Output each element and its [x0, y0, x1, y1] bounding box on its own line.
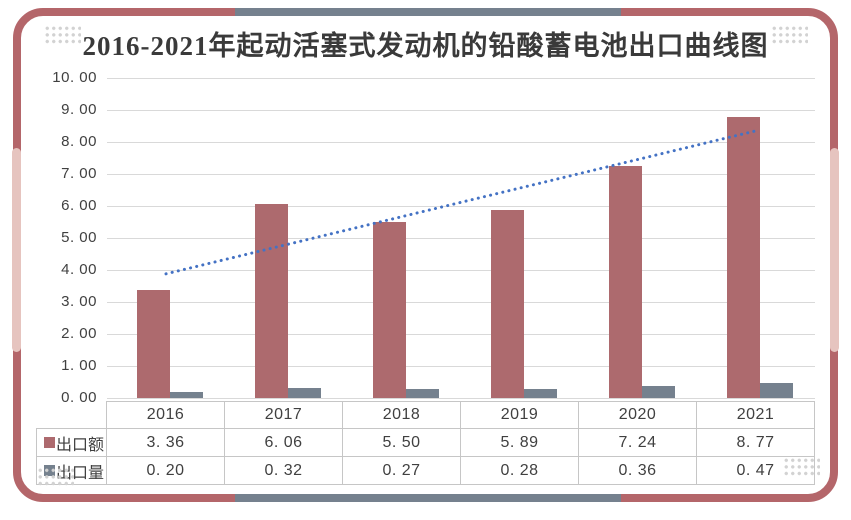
gridline	[107, 365, 815, 367]
y-axis-tick-label: 7. 00	[61, 165, 97, 182]
y-axis-tick-label: 3. 00	[61, 293, 97, 310]
bar-出口量-2016	[170, 391, 203, 398]
trendline	[164, 129, 758, 276]
data-table: 2016 2017 2018 2019 2020 2021 出口额 3. 36 6. 06 5. …	[36, 401, 815, 485]
gridline	[107, 301, 815, 303]
dot-grid-decoration	[44, 25, 81, 45]
table-year-header: 2020	[579, 401, 697, 429]
legend-row-label-出口额: 出口额	[36, 429, 107, 457]
y-axis-tick-label: 1. 00	[61, 357, 97, 374]
table-corner-cell	[36, 401, 107, 429]
table-value-cell: 8. 77	[697, 429, 815, 457]
dot-grid-decoration	[37, 467, 74, 487]
chart-title: 2016-2021年起动活塞式发动机的铅酸蓄电池出口曲线图	[82, 31, 769, 61]
table-value-cell: 6. 06	[225, 429, 343, 457]
top-border-gray-accent	[235, 8, 621, 16]
table-year-header: 2016	[107, 401, 225, 429]
y-axis-tick-label: 9. 00	[61, 101, 97, 118]
bar-出口量-2020	[642, 386, 675, 398]
bar-出口量-2021	[760, 382, 793, 398]
y-axis-tick-label: 10. 00	[52, 69, 97, 86]
gridline	[107, 269, 815, 271]
table-value-cell: 0. 36	[579, 457, 697, 485]
gridline	[107, 333, 815, 335]
bar-出口额-2021	[727, 117, 760, 398]
chart-card: 2016-2021年起动活塞式发动机的铅酸蓄电池出口曲线图 10. 00 9. 0…	[12, 8, 839, 502]
gridline	[107, 77, 815, 79]
y-axis-tick-label: 6. 00	[61, 197, 97, 214]
table-year-header: 2018	[343, 401, 461, 429]
gridline	[107, 397, 815, 399]
table-year-header: 2017	[225, 401, 343, 429]
bar-出口量-2018	[406, 389, 439, 398]
gridline	[107, 205, 815, 207]
table-value-cell: 0. 32	[225, 457, 343, 485]
y-axis-tick-label: 5. 00	[61, 229, 97, 246]
gridline	[107, 237, 815, 239]
y-axis-tick-label: 8. 00	[61, 133, 97, 150]
right-pink-accent	[830, 148, 839, 352]
y-axis: 10. 00 9. 00 8. 00 7. 00 6. 00 5. 00 4. 00 3. 0…	[21, 16, 97, 494]
plot-area	[107, 77, 815, 399]
table-value-cell: 7. 24	[579, 429, 697, 457]
bar-出口额-2020	[609, 166, 642, 398]
y-axis-tick-label: 0. 00	[61, 389, 97, 406]
y-axis-tick-label: 4. 00	[61, 261, 97, 278]
bar-出口额-2017	[255, 204, 288, 398]
bottom-border-gray-accent	[235, 494, 621, 502]
bar-出口额-2018	[373, 222, 406, 398]
table-value-cell: 0. 27	[343, 457, 461, 485]
gridline	[107, 173, 815, 175]
legend-marker	[43, 437, 55, 448]
bar-出口额-2016	[137, 290, 170, 398]
gridline	[107, 109, 815, 111]
table-year-header: 2019	[461, 401, 579, 429]
table-year-header: 2021	[697, 401, 815, 429]
table-value-cell: 0. 20	[107, 457, 225, 485]
dot-grid-decoration	[771, 25, 808, 45]
bar-出口量-2019	[524, 389, 557, 398]
table-value-cell: 5. 89	[461, 429, 579, 457]
legend-label-text: 出口额	[55, 436, 104, 454]
y-axis-tick-label: 2. 00	[61, 325, 97, 342]
table-value-cell: 5. 50	[343, 429, 461, 457]
bar-出口额-2019	[491, 209, 524, 398]
table-value-cell: 0. 28	[461, 457, 579, 485]
bar-出口量-2017	[288, 387, 321, 398]
left-pink-accent	[12, 148, 21, 352]
gridline	[107, 141, 815, 143]
dot-grid-decoration	[783, 457, 820, 477]
table-value-cell: 3. 36	[107, 429, 225, 457]
